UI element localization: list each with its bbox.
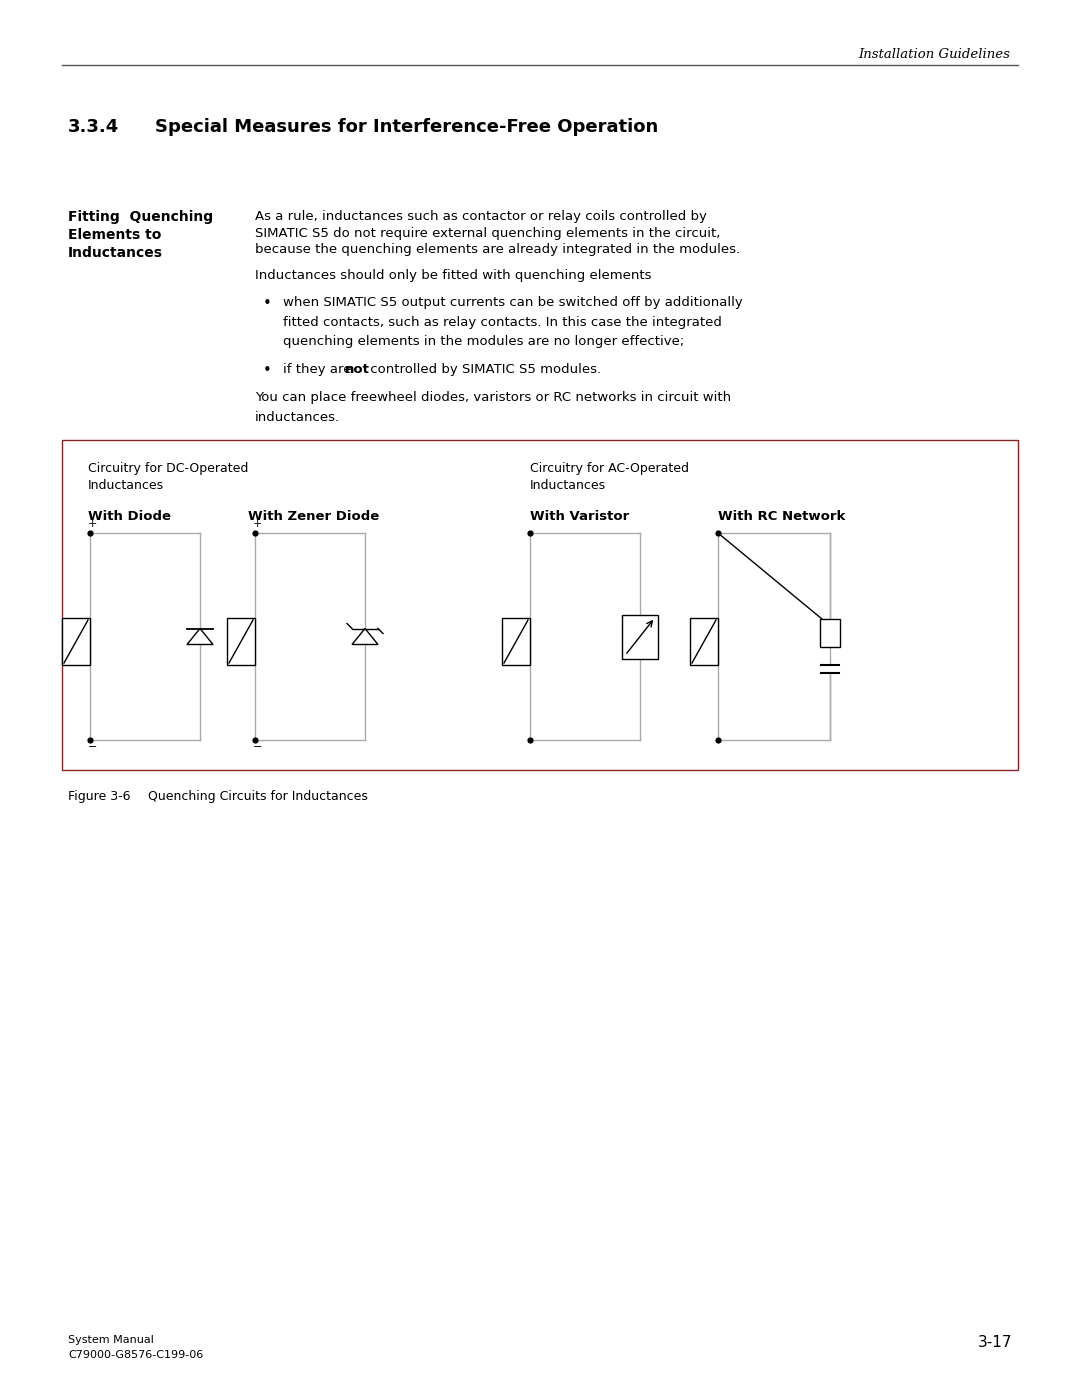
Bar [62, 617, 90, 665]
Text: Quenching Circuits for Inductances: Quenching Circuits for Inductances [148, 789, 368, 803]
Text: Figure 3-6: Figure 3-6 [68, 789, 131, 803]
Polygon shape [187, 629, 213, 644]
Text: As a rule, inductances such as contactor or relay coils controlled by: As a rule, inductances such as contactor… [255, 210, 707, 224]
Text: Inductances: Inductances [87, 479, 164, 492]
Text: when SIMATIC S5 output currents can be switched off by additionally: when SIMATIC S5 output currents can be s… [283, 296, 743, 309]
Text: With Varistor: With Varistor [530, 510, 630, 522]
Text: Fitting  Quenching: Fitting Quenching [68, 210, 213, 224]
Text: inductances.: inductances. [255, 411, 340, 425]
Text: With RC Network: With RC Network [718, 510, 846, 522]
Bar [502, 617, 530, 665]
Text: Circuitry for DC-Operated: Circuitry for DC-Operated [87, 462, 248, 475]
Text: Elements to: Elements to [68, 228, 161, 242]
Text: •: • [264, 363, 272, 379]
Polygon shape [352, 629, 378, 644]
Text: C79000-G8576-C199-06: C79000-G8576-C199-06 [68, 1350, 203, 1361]
Text: •: • [264, 296, 272, 310]
Text: +: + [87, 520, 97, 529]
Text: +: + [253, 520, 262, 529]
Text: fitted contacts, such as relay contacts. In this case the integrated: fitted contacts, such as relay contacts.… [283, 316, 721, 328]
Text: Installation Guidelines: Installation Guidelines [859, 47, 1010, 61]
Text: With Zener Diode: With Zener Diode [248, 510, 379, 522]
Bar [227, 617, 255, 665]
Bar [690, 617, 718, 665]
Text: because the quenching elements are already integrated in the modules.: because the quenching elements are alrea… [255, 243, 740, 256]
Text: With Diode: With Diode [87, 510, 171, 522]
Text: not: not [345, 363, 369, 376]
Text: Special Measures for Interference-Free Operation: Special Measures for Interference-Free O… [156, 117, 658, 136]
Text: System Manual: System Manual [68, 1336, 153, 1345]
Text: You can place freewheel diodes, varistors or RC networks in circuit with: You can place freewheel diodes, varistor… [255, 391, 731, 405]
Bar [820, 619, 840, 647]
Text: quenching elements in the modules are no longer effective;: quenching elements in the modules are no… [283, 335, 685, 348]
Text: 3-17: 3-17 [977, 1336, 1012, 1350]
Bar [62, 440, 1018, 770]
Text: if they are: if they are [283, 363, 355, 376]
Text: SIMATIC S5 do not require external quenching elements in the circuit,: SIMATIC S5 do not require external quenc… [255, 226, 720, 239]
Text: Inductances: Inductances [68, 246, 163, 260]
Bar [622, 615, 658, 658]
Text: 3.3.4: 3.3.4 [68, 117, 119, 136]
Text: Inductances should only be fitted with quenching elements: Inductances should only be fitted with q… [255, 270, 651, 282]
Text: controlled by SIMATIC S5 modules.: controlled by SIMATIC S5 modules. [366, 363, 602, 376]
Text: Circuitry for AC-Operated: Circuitry for AC-Operated [530, 462, 689, 475]
Text: Inductances: Inductances [530, 479, 606, 492]
Text: −: − [87, 742, 97, 752]
Text: −: − [253, 742, 262, 752]
